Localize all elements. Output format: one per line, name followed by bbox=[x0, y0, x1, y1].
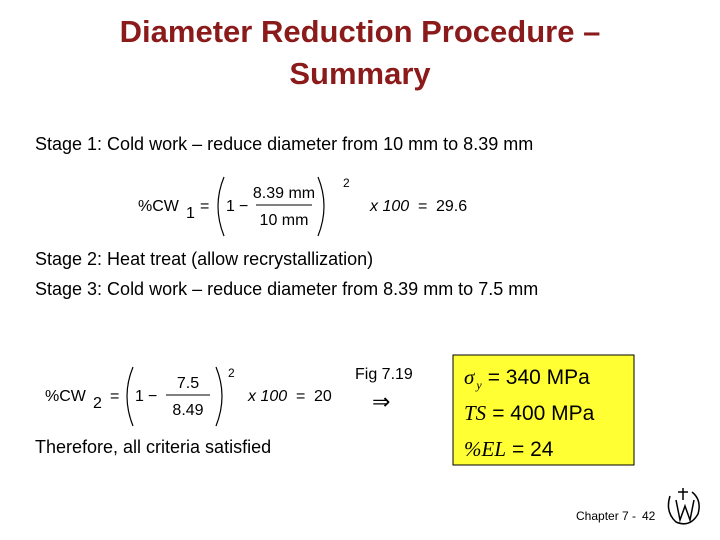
property-value: = 24 bbox=[512, 438, 554, 461]
property-value: = 340 MPa bbox=[488, 366, 590, 389]
implies-arrow: ⇒ bbox=[372, 389, 390, 414]
eq-minus: − bbox=[148, 388, 157, 405]
logo-shape bbox=[675, 499, 695, 523]
logo-shape bbox=[678, 488, 688, 500]
eq-one: 1 bbox=[135, 388, 144, 405]
stage-text: Stage 3: Cold work – reduce diameter fro… bbox=[35, 279, 538, 299]
property-symbol: σ bbox=[464, 365, 476, 389]
eq-sign: = bbox=[110, 388, 119, 405]
eq-lhs: %CW bbox=[45, 388, 87, 405]
paren bbox=[217, 176, 225, 237]
equation: %CW 2 = 1 − 7.5 8.49 2 x 100 = 20 bbox=[45, 366, 332, 427]
paren bbox=[215, 366, 223, 427]
logo bbox=[667, 488, 700, 525]
property-sub: y bbox=[475, 378, 482, 392]
eq-result: 20 bbox=[314, 388, 332, 405]
eq-den: 10 mm bbox=[260, 212, 309, 229]
figure-ref: Fig 7.19 bbox=[355, 366, 413, 383]
footer-chapter: Chapter 7 - bbox=[576, 509, 636, 523]
eq-one: 1 bbox=[226, 198, 235, 215]
eq-sign: = bbox=[296, 388, 305, 405]
title: Summary bbox=[289, 56, 431, 91]
eq-sign: = bbox=[418, 198, 427, 215]
eq-sub: 2 bbox=[93, 395, 102, 412]
conclusion: Therefore, all criteria satisfied bbox=[35, 437, 271, 457]
eq-mult: x 100 bbox=[369, 198, 409, 215]
paren bbox=[317, 176, 325, 237]
eq-sub: 1 bbox=[186, 205, 195, 222]
eq-num: 7.5 bbox=[177, 375, 199, 392]
eq-sign: = bbox=[200, 198, 209, 215]
stage-text: Stage 2: Heat treat (allow recrystalliza… bbox=[35, 249, 373, 269]
eq-exp: 2 bbox=[343, 176, 350, 190]
footer-page: 42 bbox=[642, 509, 656, 523]
eq-result: 29.6 bbox=[436, 198, 467, 215]
eq-den: 8.49 bbox=[172, 402, 203, 419]
paren bbox=[126, 366, 134, 427]
stage-text: Stage 1: Cold work – reduce diameter fro… bbox=[35, 134, 533, 154]
property-symbol: TS bbox=[464, 401, 487, 425]
eq-lhs: %CW bbox=[138, 198, 180, 215]
properties-box bbox=[452, 354, 635, 466]
eq-exp: 2 bbox=[228, 366, 235, 380]
eq-mult: x 100 bbox=[247, 388, 287, 405]
property-symbol: %EL bbox=[464, 437, 506, 461]
eq-minus: − bbox=[239, 198, 248, 215]
eq-num: 8.39 mm bbox=[253, 185, 315, 202]
property-value: = 400 MPa bbox=[492, 402, 594, 425]
logo-shape bbox=[667, 491, 700, 525]
equation: %CW 1 = 1 − 8.39 mm 10 mm 2 x 100 = 29.6 bbox=[138, 176, 467, 237]
title: Diameter Reduction Procedure – bbox=[120, 14, 601, 49]
